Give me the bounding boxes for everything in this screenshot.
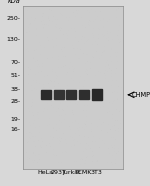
Text: 250-: 250- bbox=[6, 16, 20, 21]
Bar bbox=[66, 90, 76, 99]
Bar bbox=[79, 90, 89, 99]
Text: kDa: kDa bbox=[8, 0, 20, 4]
Text: 130-: 130- bbox=[6, 37, 20, 42]
Bar bbox=[92, 89, 102, 100]
Text: 16-: 16- bbox=[10, 127, 20, 132]
Text: 38-: 38- bbox=[10, 86, 20, 92]
Text: CHMP3: CHMP3 bbox=[132, 92, 150, 98]
Text: 51-: 51- bbox=[10, 73, 20, 78]
Text: HeLa: HeLa bbox=[38, 170, 54, 175]
Text: TCMK: TCMK bbox=[75, 170, 92, 175]
Text: 3T3: 3T3 bbox=[91, 170, 102, 175]
Text: 28-: 28- bbox=[10, 99, 20, 104]
Text: Jurkat: Jurkat bbox=[62, 170, 80, 175]
Text: 19-: 19- bbox=[10, 117, 20, 122]
Text: 293T: 293T bbox=[51, 170, 67, 175]
Text: 70-: 70- bbox=[10, 60, 20, 65]
Bar bbox=[54, 90, 64, 99]
Bar bbox=[41, 90, 51, 99]
